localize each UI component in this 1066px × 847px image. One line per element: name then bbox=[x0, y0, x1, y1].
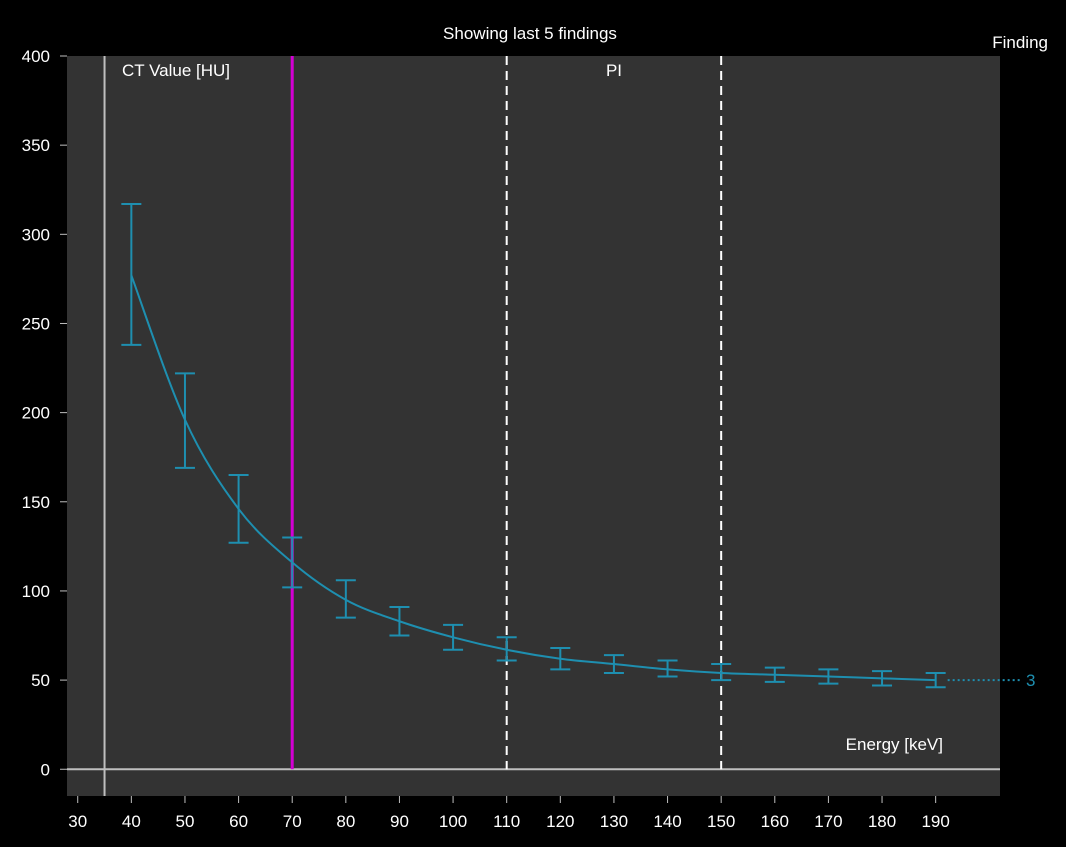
error-bar[interactable] bbox=[496, 636, 517, 662]
x-tick-label: 110 bbox=[493, 812, 520, 831]
x-tick-label: 140 bbox=[653, 812, 681, 831]
legend-title: Finding bbox=[992, 33, 1048, 52]
x-tick-label: 80 bbox=[336, 812, 355, 831]
plot-area bbox=[67, 56, 1000, 796]
range-label: PI bbox=[606, 61, 622, 80]
error-bar[interactable] bbox=[711, 663, 732, 682]
error-bar[interactable] bbox=[335, 579, 356, 619]
y-tick-label: 50 bbox=[31, 671, 50, 690]
y-tick-label: 300 bbox=[22, 225, 50, 244]
error-bar[interactable] bbox=[389, 605, 410, 637]
y-tick-label: 350 bbox=[22, 136, 50, 155]
y-tick-label: 100 bbox=[22, 582, 50, 601]
y-tick-label: 400 bbox=[22, 47, 50, 66]
x-tick-label: 130 bbox=[600, 812, 628, 831]
series-label[interactable]: 3 bbox=[1026, 671, 1035, 690]
error-bar[interactable] bbox=[282, 536, 303, 589]
x-tick-label: 170 bbox=[814, 812, 842, 831]
x-tick-label: 100 bbox=[439, 812, 467, 831]
error-bar[interactable] bbox=[443, 623, 464, 651]
chart-title: Showing last 5 findings bbox=[443, 24, 617, 43]
error-bar[interactable] bbox=[550, 647, 571, 671]
error-bar[interactable] bbox=[603, 654, 624, 674]
error-bar[interactable] bbox=[657, 659, 678, 678]
x-tick-label: 90 bbox=[390, 812, 409, 831]
error-bar[interactable] bbox=[121, 203, 142, 346]
error-bar[interactable] bbox=[872, 670, 893, 687]
x-tick-label: 120 bbox=[546, 812, 574, 831]
x-axis-label: Energy [keV] bbox=[846, 735, 943, 754]
error-bar[interactable] bbox=[925, 671, 946, 689]
error-bar[interactable] bbox=[818, 668, 839, 685]
error-bar[interactable] bbox=[174, 372, 195, 469]
y-tick-label: 250 bbox=[22, 314, 50, 333]
x-tick-label: 40 bbox=[122, 812, 141, 831]
y-tick-label: 200 bbox=[22, 404, 50, 423]
y-axis-label: CT Value [HU] bbox=[122, 61, 230, 80]
x-tick-label: 70 bbox=[283, 812, 302, 831]
x-tick-label: 50 bbox=[176, 812, 195, 831]
x-tick-label: 60 bbox=[229, 812, 248, 831]
y-tick-label: 0 bbox=[41, 760, 50, 779]
x-tick-label: 30 bbox=[68, 812, 87, 831]
error-bar[interactable] bbox=[764, 666, 785, 683]
error-bar[interactable] bbox=[228, 474, 249, 544]
x-tick-label: 190 bbox=[921, 812, 949, 831]
x-tick-label: 180 bbox=[868, 812, 896, 831]
x-tick-label: 160 bbox=[761, 812, 789, 831]
y-tick-label: 150 bbox=[22, 493, 50, 512]
x-tick-label: 150 bbox=[707, 812, 735, 831]
